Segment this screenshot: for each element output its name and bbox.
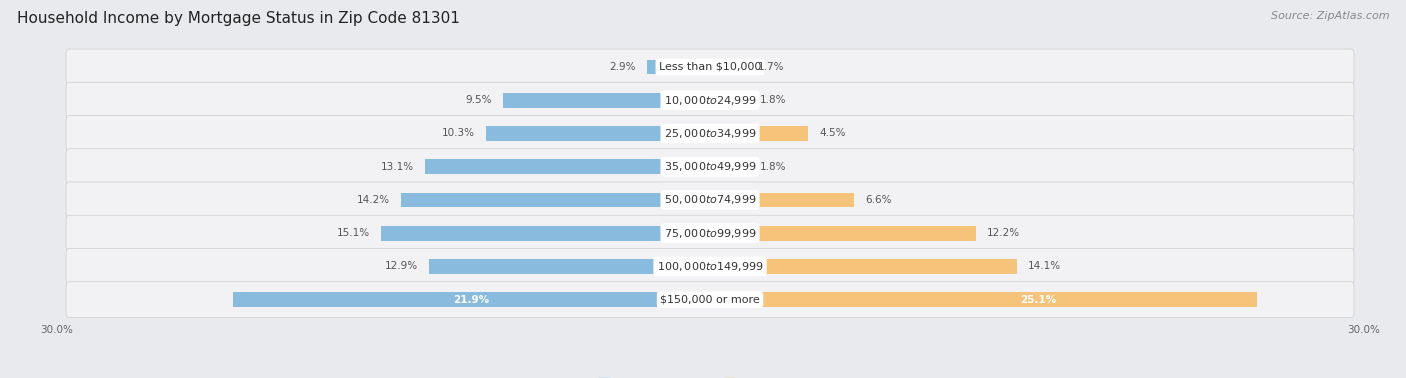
Text: 1.7%: 1.7% [758, 62, 785, 72]
Text: 6.6%: 6.6% [865, 195, 891, 205]
FancyBboxPatch shape [66, 149, 1354, 185]
Bar [710, 292, 1257, 307]
Text: $100,000 to $149,999: $100,000 to $149,999 [657, 260, 763, 273]
Bar [401, 193, 710, 207]
FancyBboxPatch shape [66, 182, 1354, 218]
Text: $50,000 to $74,999: $50,000 to $74,999 [664, 194, 756, 206]
FancyBboxPatch shape [66, 116, 1354, 152]
Text: 14.1%: 14.1% [1028, 262, 1062, 271]
Bar [710, 259, 1018, 274]
Text: 12.2%: 12.2% [987, 228, 1019, 238]
FancyBboxPatch shape [66, 248, 1354, 284]
Text: $150,000 or more: $150,000 or more [661, 295, 759, 305]
Bar [425, 160, 710, 174]
Text: 10.3%: 10.3% [441, 129, 475, 138]
Bar [710, 193, 853, 207]
Text: 14.2%: 14.2% [357, 195, 389, 205]
FancyBboxPatch shape [66, 49, 1354, 85]
Text: $35,000 to $49,999: $35,000 to $49,999 [664, 160, 756, 173]
FancyBboxPatch shape [66, 215, 1354, 251]
Bar [710, 93, 749, 107]
Bar [429, 259, 710, 274]
Bar [233, 292, 710, 307]
Text: 9.5%: 9.5% [465, 95, 492, 105]
Bar [647, 60, 710, 74]
Bar [381, 226, 710, 240]
FancyBboxPatch shape [66, 282, 1354, 318]
Text: $75,000 to $99,999: $75,000 to $99,999 [664, 227, 756, 240]
Text: 1.8%: 1.8% [761, 162, 786, 172]
Text: Source: ZipAtlas.com: Source: ZipAtlas.com [1271, 11, 1389, 21]
Bar [710, 60, 747, 74]
Bar [503, 93, 710, 107]
FancyBboxPatch shape [66, 82, 1354, 118]
Bar [710, 126, 808, 141]
Bar [710, 226, 976, 240]
Text: 1.8%: 1.8% [761, 95, 786, 105]
Text: 15.1%: 15.1% [337, 228, 370, 238]
Text: 13.1%: 13.1% [381, 162, 413, 172]
Text: 4.5%: 4.5% [818, 129, 845, 138]
Text: 25.1%: 25.1% [1021, 295, 1056, 305]
Bar [485, 126, 710, 141]
Legend: Without Mortgage, With Mortgage: Without Mortgage, With Mortgage [595, 374, 825, 378]
Text: 2.9%: 2.9% [609, 62, 636, 72]
Text: $25,000 to $34,999: $25,000 to $34,999 [664, 127, 756, 140]
Text: $10,000 to $24,999: $10,000 to $24,999 [664, 94, 756, 107]
Text: 12.9%: 12.9% [385, 262, 418, 271]
Text: Household Income by Mortgage Status in Zip Code 81301: Household Income by Mortgage Status in Z… [17, 11, 460, 26]
Text: 21.9%: 21.9% [453, 295, 489, 305]
Bar [710, 160, 749, 174]
Text: Less than $10,000: Less than $10,000 [659, 62, 761, 72]
